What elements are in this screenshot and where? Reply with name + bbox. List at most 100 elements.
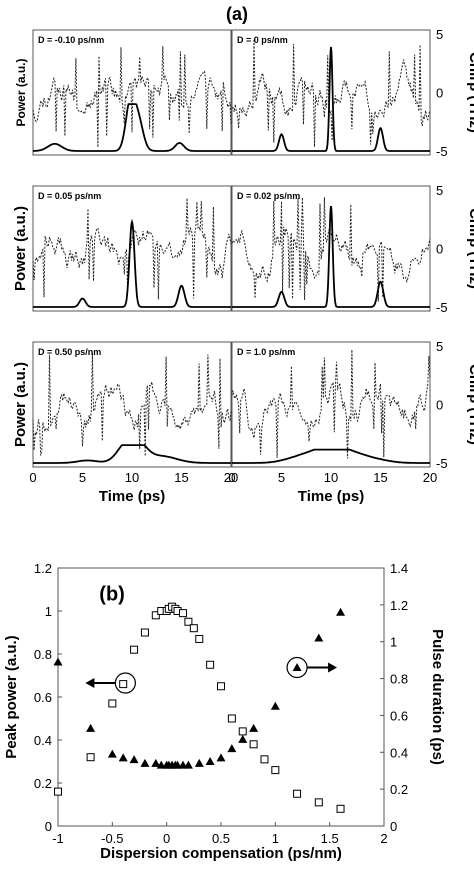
plot-frame bbox=[57, 567, 385, 827]
x-axis-label: Time (ps) bbox=[99, 488, 165, 505]
pulse-duration-point bbox=[336, 607, 346, 616]
power-axis-label: Power (a.u.) bbox=[12, 362, 29, 447]
pulse-duration-point bbox=[314, 633, 324, 642]
pulse-duration-point bbox=[53, 657, 63, 666]
x-tick-label: 1 bbox=[272, 831, 279, 846]
arrow-left-head bbox=[85, 678, 95, 689]
peak-power-point bbox=[178, 609, 187, 618]
x-tick-label: 10 bbox=[125, 470, 139, 485]
pulse-duration-point bbox=[183, 760, 193, 769]
pulse-duration-point bbox=[194, 758, 204, 767]
power-curve bbox=[33, 103, 231, 152]
peak-power-point bbox=[151, 611, 160, 620]
subplot-frame bbox=[231, 29, 431, 156]
peak-power-point bbox=[189, 624, 198, 633]
x-tick-label: 15 bbox=[373, 470, 387, 485]
chirp-axis-label: Chirp (THz) bbox=[466, 364, 474, 445]
panel-b: 0 0.2 0.4 0.6 0.8 1 1.2 0 0.2 0.4 0.6 0.8 1 1.2 1.4 -1 -… bbox=[3, 561, 446, 862]
chirp-tick-label: 5 bbox=[436, 339, 443, 354]
pulse-duration-point bbox=[216, 753, 226, 762]
left-tick-label: 0.2 bbox=[34, 776, 52, 791]
peak-power-point bbox=[206, 660, 215, 669]
power-axis-label: Power (a.u.) bbox=[12, 206, 29, 291]
subplot-frame bbox=[32, 29, 232, 156]
subplot-title: D = 0.02 ps/nm bbox=[237, 191, 300, 201]
peak-power-point bbox=[119, 680, 128, 689]
pulse-duration-point bbox=[249, 723, 259, 732]
left-tick-label: 1.2 bbox=[34, 561, 52, 576]
x-tick-label: 0 bbox=[163, 831, 170, 846]
subplot-2: D = 0 ps/nm 5 0 -5 Chirp (THz) bbox=[231, 27, 474, 159]
chirp-tick-label: 5 bbox=[436, 27, 443, 42]
chirp-curve bbox=[32, 46, 232, 148]
subplot-frame bbox=[32, 341, 232, 468]
left-tick-label: 1 bbox=[45, 604, 52, 619]
peak-power-point bbox=[314, 798, 323, 807]
x-tick-label: -1 bbox=[52, 831, 64, 846]
panel-a: D = -0.10 ps/nm Power (a.u.) D = 0 ps/nm 5 0… bbox=[12, 27, 474, 505]
pulse-duration-point bbox=[107, 749, 117, 758]
pulse-duration-point bbox=[140, 758, 150, 767]
panel-b-label: (b) bbox=[99, 583, 125, 605]
power-axis-label: Power (a.u.) bbox=[14, 58, 28, 126]
pulse-duration-point bbox=[118, 753, 128, 762]
pulse-duration-point bbox=[238, 734, 248, 743]
pulse-duration-point bbox=[86, 723, 96, 732]
chirp-tick-label: 0 bbox=[436, 398, 443, 413]
subplot-frame bbox=[231, 185, 431, 312]
x-tick-label: 20 bbox=[423, 470, 437, 485]
chirp-tick-label: -5 bbox=[436, 456, 448, 471]
pulse-duration-point bbox=[292, 663, 302, 672]
x-tick-label: 5 bbox=[79, 470, 86, 485]
chirp-tick-label: 5 bbox=[436, 183, 443, 198]
chirp-curve bbox=[231, 349, 431, 459]
peak-power-point bbox=[249, 740, 258, 749]
right-tick-label: 1.2 bbox=[390, 598, 408, 613]
chirp-curve bbox=[231, 38, 431, 147]
subplot-6: D = 1.0 ps/nm 5 0 -5 Chirp (THz) 0 5 10 15 20 Time… bbox=[228, 339, 474, 505]
power-curve bbox=[232, 448, 430, 464]
power-curve bbox=[33, 444, 231, 464]
panel-a-label: (a) bbox=[226, 4, 248, 24]
x-tick-label: 2 bbox=[380, 831, 387, 846]
x-tick-label: 0 bbox=[228, 470, 235, 485]
right-tick-label: 0.8 bbox=[390, 672, 408, 687]
x-axis-label: Dispersion compensation (ps/nm) bbox=[100, 845, 342, 862]
peak-power-point bbox=[217, 682, 225, 691]
right-tick-label: 0 bbox=[390, 819, 397, 834]
chirp-curve bbox=[231, 197, 431, 302]
left-tick-label: 0.6 bbox=[34, 690, 52, 705]
subplot-3: D = 0.05 ps/nm Power (a.u.) bbox=[12, 185, 232, 312]
peak-power-point bbox=[227, 714, 236, 723]
right-tick-label: 0.4 bbox=[390, 745, 408, 760]
subplot-title: D = 1.0 ps/nm bbox=[237, 347, 295, 357]
x-tick-label: 0 bbox=[29, 470, 36, 485]
chirp-curve bbox=[32, 198, 232, 300]
x-tick-label: 20 bbox=[224, 470, 238, 485]
peak-power-point bbox=[140, 628, 149, 637]
right-tick-label: 0.6 bbox=[390, 708, 408, 723]
peak-power-point bbox=[238, 727, 247, 736]
chirp-axis-label: Chirp (THz) bbox=[466, 52, 474, 133]
left-tick-label: 0.8 bbox=[34, 647, 52, 662]
x-tick-label: -0.5 bbox=[101, 831, 123, 846]
subplot-1: D = -0.10 ps/nm Power (a.u.) bbox=[14, 29, 232, 156]
pulse-duration-point bbox=[151, 758, 161, 767]
left-axis-label: Peak power (a.u.) bbox=[3, 635, 20, 758]
chirp-tick-label: 0 bbox=[436, 242, 443, 257]
power-curve bbox=[232, 205, 430, 308]
peak-power-point bbox=[336, 804, 345, 813]
subplot-4: D = 0.02 ps/nm 5 0 -5 Chirp (THz) bbox=[231, 183, 474, 315]
pulse-duration-point bbox=[205, 757, 215, 765]
peak-power-point bbox=[195, 634, 204, 643]
subplot-frame bbox=[32, 185, 232, 312]
subplot-title: D = -0.10 ps/nm bbox=[38, 35, 104, 45]
subplot-frame bbox=[231, 341, 431, 468]
chirp-tick-label: -5 bbox=[436, 300, 448, 315]
pulse-duration-point bbox=[129, 755, 139, 764]
x-tick-label: 10 bbox=[324, 470, 338, 485]
x-axis-label: Time (ps) bbox=[298, 488, 364, 505]
subplot-title: D = 0.50 ps/nm bbox=[38, 347, 101, 357]
peak-power-point bbox=[271, 766, 280, 775]
peak-power-point bbox=[108, 699, 117, 708]
